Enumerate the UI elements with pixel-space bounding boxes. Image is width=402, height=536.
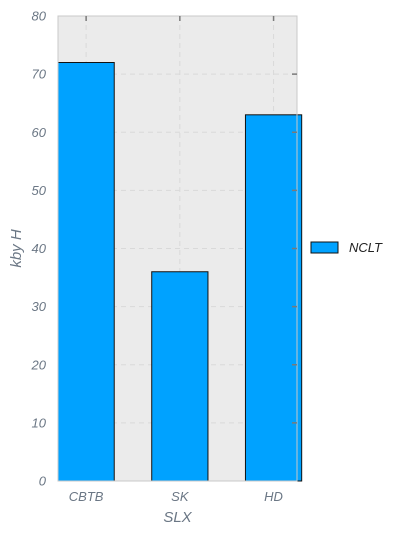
y-tick-label: 70 <box>32 67 47 82</box>
y-tick-label: 20 <box>31 357 47 372</box>
bar-sk <box>151 271 209 482</box>
x-axis-title: SLX <box>163 509 192 526</box>
x-tick-label: HD <box>264 489 283 504</box>
x-tick-label: CBTB <box>69 489 104 504</box>
bar-hd <box>244 114 303 482</box>
bar-cbtb <box>57 62 115 482</box>
y-tick-label: 50 <box>32 183 47 198</box>
y-axis-title: kby H <box>8 229 25 268</box>
y-tick-label: 0 <box>39 474 47 489</box>
legend-label: NCLT <box>349 240 383 255</box>
x-tick-labels: CBTB SK HD <box>69 489 283 504</box>
y-tick-label: 40 <box>32 241 47 256</box>
x-tick-label: SK <box>171 489 190 504</box>
y-tick-labels: 0 10 20 30 40 50 60 70 80 <box>31 9 47 489</box>
legend: NCLT <box>310 240 383 255</box>
y-tick-label: 60 <box>32 125 47 140</box>
y-tick-label: 10 <box>32 415 47 430</box>
y-tick-label: 30 <box>32 299 47 314</box>
legend-swatch <box>310 241 339 254</box>
bars <box>57 62 303 482</box>
tick-marks <box>85 16 297 424</box>
y-tick-label: 80 <box>32 9 47 24</box>
